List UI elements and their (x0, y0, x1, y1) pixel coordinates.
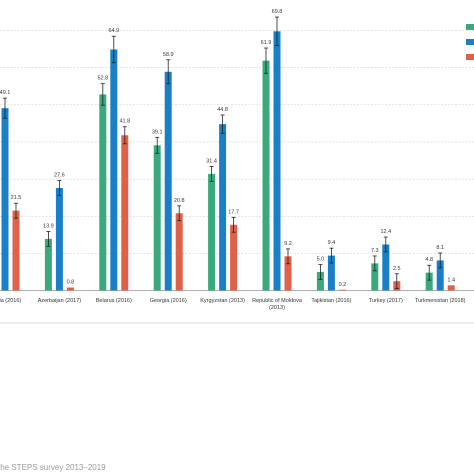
bar (371, 263, 379, 291)
bar (99, 94, 107, 291)
bar (284, 256, 292, 291)
legend (466, 24, 474, 60)
data-label: 31.4 (206, 158, 217, 164)
bar (208, 173, 216, 291)
x-tick-label: Belarus (2016) (96, 298, 132, 304)
data-label: 27.6 (54, 173, 65, 179)
data-label: 9.4 (328, 240, 336, 246)
bar (262, 60, 270, 291)
source-footer: the STEPS survey 2013–2019 (0, 463, 106, 472)
bar (436, 260, 444, 291)
bar (175, 213, 183, 291)
data-label: 64.9 (108, 28, 119, 34)
bar (121, 135, 129, 291)
bar (153, 145, 161, 291)
data-label: 8.1 (436, 245, 444, 251)
data-label: 9.2 (284, 241, 292, 247)
x-tick-label: Tajikistan (2016) (311, 298, 351, 304)
bar (230, 224, 238, 291)
data-label: 69.8 (272, 9, 283, 15)
legend-swatch (466, 39, 474, 45)
data-label: 49.1 (0, 90, 10, 96)
bar (55, 188, 63, 291)
bar (66, 287, 74, 291)
x-tick-label: menia (2016) (0, 298, 21, 304)
x-tick-label: Turkey (2017) (369, 298, 403, 304)
x-tick-label: Turkmenistan (2018) (415, 298, 466, 304)
legend-swatch (466, 24, 474, 30)
data-labels-group: .449.121.513.927.60.852.864.941.839.158.… (0, 9, 455, 288)
data-label: 0.8 (67, 280, 75, 286)
data-label: 21.5 (11, 195, 22, 201)
data-label: 41.8 (119, 119, 130, 125)
bar (316, 271, 324, 291)
data-label: 39.1 (152, 129, 163, 135)
bar (273, 31, 281, 291)
bar (12, 210, 20, 291)
bar (219, 124, 227, 291)
x-tick-labels-group: menia (2016) Azerbaijan (2017) Belarus (20… (0, 298, 466, 311)
bar (447, 285, 455, 291)
data-label: 1.4 (447, 277, 455, 283)
x-tick-label: Kyrgyzstan (2013) (200, 298, 245, 304)
bar (1, 108, 9, 291)
data-label: 61.9 (261, 40, 272, 46)
data-label: 12.4 (380, 229, 391, 235)
data-label: 17.7 (228, 209, 239, 215)
data-label: 4.8 (425, 257, 433, 263)
bar (110, 49, 118, 291)
data-label: 52.8 (97, 76, 108, 82)
x-tick-label: (2013) (269, 305, 285, 311)
data-label: 44.8 (217, 107, 228, 113)
data-label: 0.2 (339, 282, 347, 288)
data-label: 2.5 (393, 266, 401, 272)
data-label: 58.9 (163, 52, 174, 58)
bar (382, 244, 390, 291)
bar (425, 272, 433, 291)
bar (44, 238, 52, 291)
bar (338, 289, 346, 291)
data-label: 13.9 (43, 223, 54, 229)
error-bars-group (3, 16, 443, 290)
bars-group (1, 31, 455, 291)
x-tick-label: Republic of Moldova (252, 298, 303, 304)
data-label: 20.8 (174, 198, 185, 204)
bar (164, 71, 172, 291)
x-tick-label: Azerbaijan (2017) (38, 298, 82, 304)
data-label: 5.0 (317, 257, 325, 263)
x-tick-label: Georgia (2016) (150, 298, 187, 304)
bar (327, 255, 335, 291)
data-label: 7.3 (371, 248, 379, 254)
legend-swatch (466, 54, 474, 60)
